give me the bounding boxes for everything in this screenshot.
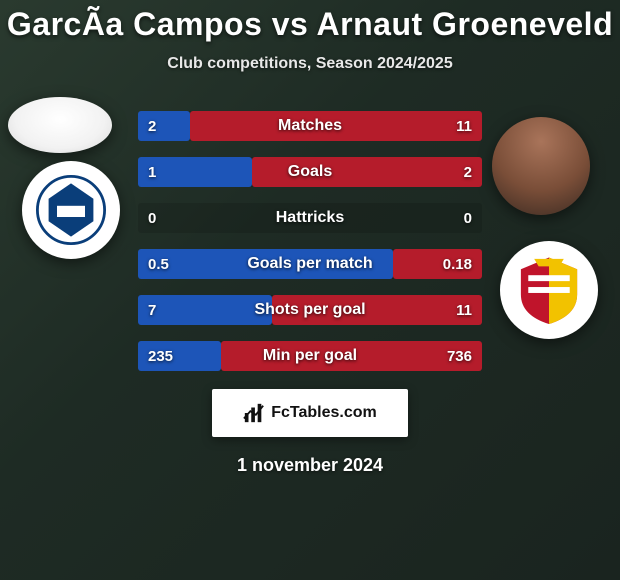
stat-value-right: 11: [446, 295, 482, 325]
stat-value-left: 2: [138, 111, 166, 141]
chart-icon: [243, 402, 265, 424]
stat-value-right: 0: [454, 203, 482, 233]
stat-value-right: 2: [454, 157, 482, 187]
stat-bars: 211Matches12Goals00Hattricks0.50.18Goals…: [138, 111, 482, 387]
stat-row: 12Goals: [138, 157, 482, 187]
leganes-crest-icon: [36, 175, 106, 245]
stat-row: 211Matches: [138, 111, 482, 141]
club-crest-right: [500, 241, 598, 339]
stat-value-right: 0.18: [433, 249, 482, 279]
stat-row: 235736Min per goal: [138, 341, 482, 371]
brand-text: FcTables.com: [271, 404, 377, 422]
stat-row: 0 0Hattricks: [138, 203, 482, 233]
stat-value-left: 0.5: [138, 249, 179, 279]
stat-fill-right: [190, 111, 482, 141]
stat-fill-right: [252, 157, 482, 187]
brand-badge: FcTables.com: [212, 389, 408, 437]
stat-value-right: 11: [446, 111, 482, 141]
girona-crest-icon: [512, 253, 586, 327]
stat-value-left: 1: [138, 157, 166, 187]
infographic-root: GarcÃ­a Campos vs Arnaut Groeneveld Club…: [0, 0, 620, 476]
stat-value-left: 235: [138, 341, 183, 371]
stat-value-right: 736: [437, 341, 482, 371]
comparison-stage: 211Matches12Goals00Hattricks0.50.18Goals…: [0, 97, 620, 377]
subtitle: Club competitions, Season 2024/2025: [0, 55, 620, 73]
page-title: GarcÃ­a Campos vs Arnaut Groeneveld: [0, 0, 620, 43]
stat-value-left: 0: [138, 203, 166, 233]
stat-row: 711Shots per goal: [138, 295, 482, 325]
stat-label: Hattricks: [138, 203, 482, 233]
date-label: 1 november 2024: [0, 455, 620, 476]
player-avatar-right: [492, 117, 590, 215]
stat-row: 0.50.18Goals per match: [138, 249, 482, 279]
club-crest-left: [22, 161, 120, 259]
stat-value-left: 7: [138, 295, 166, 325]
player-avatar-left: [8, 97, 112, 153]
